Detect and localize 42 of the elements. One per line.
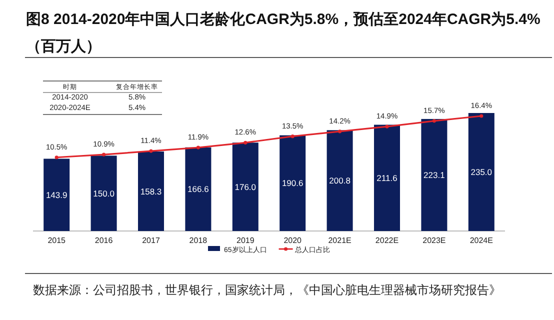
x-tick-label: 2016 (94, 236, 114, 245)
point (244, 140, 248, 144)
point (338, 130, 342, 134)
bar (232, 142, 258, 231)
x-tick-label: 2017 (142, 236, 160, 245)
x-tick-label: 2020 (284, 236, 302, 245)
x-tick-label: 2024E (470, 236, 493, 245)
bar (44, 158, 70, 231)
data-label: 166.6 (188, 184, 210, 194)
point (432, 119, 436, 123)
x-tick-label: 2019 (236, 236, 255, 245)
bar (280, 135, 306, 231)
x-tick-label: 2023E (422, 236, 446, 245)
data-label: 143.9 (46, 190, 68, 200)
data-label: 190.6 (282, 178, 304, 188)
source-note: 数据来源：公司招股书，世界银行，国家统计局，《中国心脏电生理器械市场研究报告》 (33, 282, 502, 299)
data-label: 211.6 (376, 172, 398, 183)
point (196, 146, 200, 150)
chart-title: 图8 2014-2020年中国人口老龄化CAGR为5.8%，预估至2024年CAGR为5.4%（百万人） (26, 10, 542, 57)
bar (421, 118, 448, 231)
point (54, 156, 58, 160)
point (290, 134, 294, 138)
point (102, 152, 106, 156)
data-label: 223.1 (424, 170, 446, 180)
point (480, 114, 484, 118)
bar (374, 124, 400, 231)
data-label: 235.0 (470, 167, 492, 177)
x-tick-label: 2022E (375, 236, 399, 245)
bar (90, 156, 117, 231)
point (385, 124, 389, 128)
x-tick-label: 2015 (48, 236, 66, 245)
data-label: 158.3 (140, 186, 162, 196)
data-label: 200.8 (329, 176, 351, 186)
x-tick-label: 2021E (328, 236, 352, 245)
bar (185, 147, 212, 231)
data-label: 176.0 (234, 182, 256, 192)
point (149, 149, 153, 153)
bar (138, 152, 164, 231)
bar (468, 113, 494, 231)
x-tick-label: 2018 (189, 236, 208, 245)
bar (326, 130, 353, 231)
data-label: 150.0 (93, 188, 115, 198)
